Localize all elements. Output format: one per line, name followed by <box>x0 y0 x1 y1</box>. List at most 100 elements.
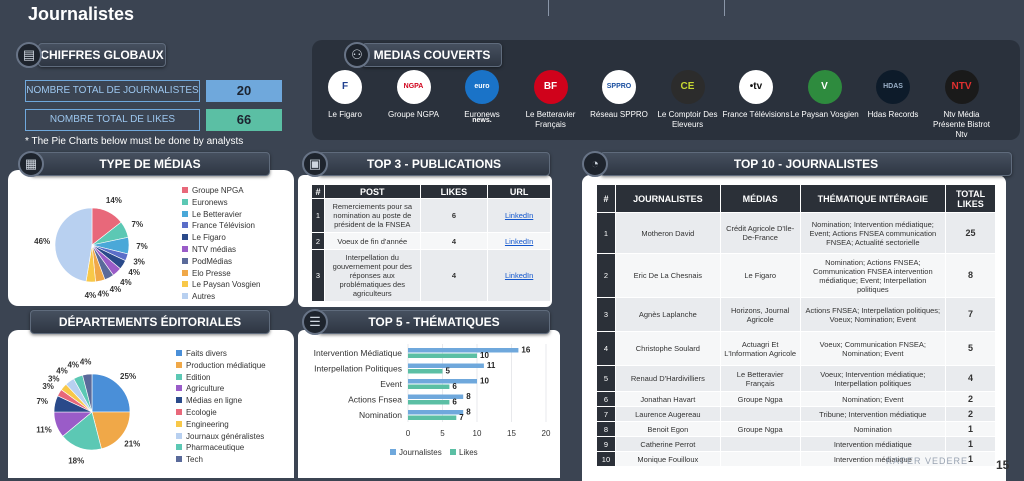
legend-label: Edition <box>186 372 211 382</box>
legend-swatch <box>176 409 182 415</box>
pie-slice-label: 11% <box>36 425 52 434</box>
linkedin-link[interactable]: LinkedIn <box>504 271 534 280</box>
category-label: Actions Fnsea <box>348 395 402 405</box>
legend-swatch <box>176 397 182 404</box>
pie-slice-label: 4% <box>56 367 68 376</box>
theme-text: Nomination <box>799 421 947 437</box>
legend-item: Engineering <box>176 420 229 429</box>
pie-slice-label: 4% <box>67 361 79 370</box>
table-row: 3 Agnès Laplanche Horizons, Journal Agrico… <box>596 297 996 332</box>
journalist-name: Renaud D'Hardivilliers <box>614 365 721 392</box>
legend-item: Agriculture <box>176 384 224 393</box>
x-tick-label: 15 <box>507 429 516 438</box>
type-medias-pie: 14%7%7%3%4%4%4%4%4%46% <box>34 196 148 300</box>
document-icon: ▤ <box>16 42 42 68</box>
legend-label: Tech <box>186 455 203 465</box>
media-logo: euro news. <box>465 70 499 124</box>
legend-label: Elo Presse <box>192 268 231 278</box>
bar-likes <box>408 369 443 374</box>
bar-value-label: 6 <box>452 398 457 407</box>
pie-slice <box>54 207 93 282</box>
journalist-name: Laurence Augereau <box>614 406 721 422</box>
legend-swatch <box>176 456 182 463</box>
legend-label: Ecologie <box>186 408 217 417</box>
row-index: 2 <box>311 232 325 250</box>
theme-text: Nomination; Event <box>799 391 947 407</box>
page-number: 15 <box>996 458 1010 472</box>
legend-item: Production médiatique <box>176 361 266 370</box>
row-index: 1 <box>596 212 616 254</box>
media-name <box>719 451 801 467</box>
table-row: 10 Monique Fouilloux Intervention médiatiq… <box>596 451 996 467</box>
post-likes: 4 <box>419 249 489 302</box>
bar-journalistes <box>408 379 477 384</box>
legend-swatch <box>182 269 188 276</box>
legend-label: Agriculture <box>186 384 225 394</box>
top5-bar-chart: 0 5 10 15 20 Intervention Médiatique 16 10 Inter… <box>314 344 551 457</box>
legend-label: Le Betteravier <box>192 209 242 219</box>
row-index: 4 <box>596 331 616 366</box>
media-logo: HDAS <box>876 70 910 104</box>
legend-swatch <box>182 257 188 264</box>
journalist-name: Agnès Laplanche <box>614 297 721 332</box>
pie-slice-label: 3% <box>42 382 54 391</box>
legend-item: Tech <box>176 455 203 464</box>
media-logo: NTV <box>944 70 979 104</box>
pie-slice-label: 7% <box>132 220 144 229</box>
bar-likes <box>408 384 450 389</box>
journalist-name: Motheron David <box>614 212 721 254</box>
megaphone-icon: ◔ <box>582 151 608 177</box>
legend-label: Engineering <box>186 419 229 429</box>
media-name: Euronews <box>464 110 500 119</box>
pie-slice <box>62 411 102 451</box>
media-name: Le Betteravier Français <box>525 110 576 129</box>
pie-slice <box>91 373 131 413</box>
legend-item: Le Figaro <box>182 233 226 242</box>
bar-value-label: 5 <box>446 367 451 376</box>
table-header: POST <box>323 184 421 199</box>
media-logo: CE <box>670 70 705 104</box>
legend-label: Journaux généralistes <box>186 431 265 441</box>
legend-swatch <box>176 432 182 439</box>
header-divider <box>548 0 549 16</box>
bar-value-label: 6 <box>452 382 457 391</box>
linkedin-link[interactable]: LinkedIn <box>504 236 534 246</box>
section-title-top10: TOP 10 - JOURNALISTES <box>600 152 1012 176</box>
departements-pie: 25%21%18%11%7%3%3%4%4% 4% <box>36 357 140 465</box>
category-label: Nomination <box>359 410 402 420</box>
table-row: 5 Renaud D'Hardivilliers Le Betteravier Fr… <box>596 365 996 392</box>
legend-swatch <box>176 350 182 356</box>
post-likes: 4 <box>419 232 489 250</box>
x-tick-label: 20 <box>542 429 551 438</box>
table-header: MÉDIAS <box>719 184 801 213</box>
legend-label: Autres <box>192 292 216 302</box>
legend-item: Journaux généralistes <box>176 432 264 441</box>
journalist-name: Catherine Perrot <box>614 436 721 452</box>
legend-label: Groupe NPGA <box>192 186 244 195</box>
bar-journalistes <box>408 348 519 353</box>
legend-item: NTV médias <box>182 245 236 254</box>
row-index: 3 <box>311 249 325 302</box>
legend-label: Pharmaceutique <box>186 443 245 453</box>
category-label: Interpellation Politiques <box>314 364 402 374</box>
chart-icon: ▦ <box>18 151 44 177</box>
pie-slice-label: 4% <box>110 285 122 294</box>
bar-value-label: 8 <box>466 408 471 417</box>
total-likes: 8 <box>945 253 996 298</box>
x-tick-label: 5 <box>440 429 445 438</box>
list-icon: ☰ <box>302 309 328 335</box>
pie-slice-label: 25% <box>120 372 136 381</box>
legend-swatch <box>182 234 188 241</box>
legend-label: Euronews <box>192 197 228 207</box>
total-likes: 7 <box>945 297 996 332</box>
table-header: JOURNALISTES <box>614 184 721 213</box>
x-tick-label: 0 <box>406 429 411 438</box>
media-name: Réseau SPPRO <box>590 110 648 119</box>
theme-text: Nomination; Intervention médiatique; Eve… <box>799 212 947 254</box>
pie-slice-label: 4% <box>85 291 97 300</box>
category-label: Event <box>380 379 402 389</box>
linkedin-link[interactable]: LinkedIn <box>504 211 534 220</box>
legend-swatch <box>182 246 188 252</box>
category-label: Intervention Médiatique <box>314 348 403 358</box>
legend-label: Production médiatique <box>186 360 266 370</box>
